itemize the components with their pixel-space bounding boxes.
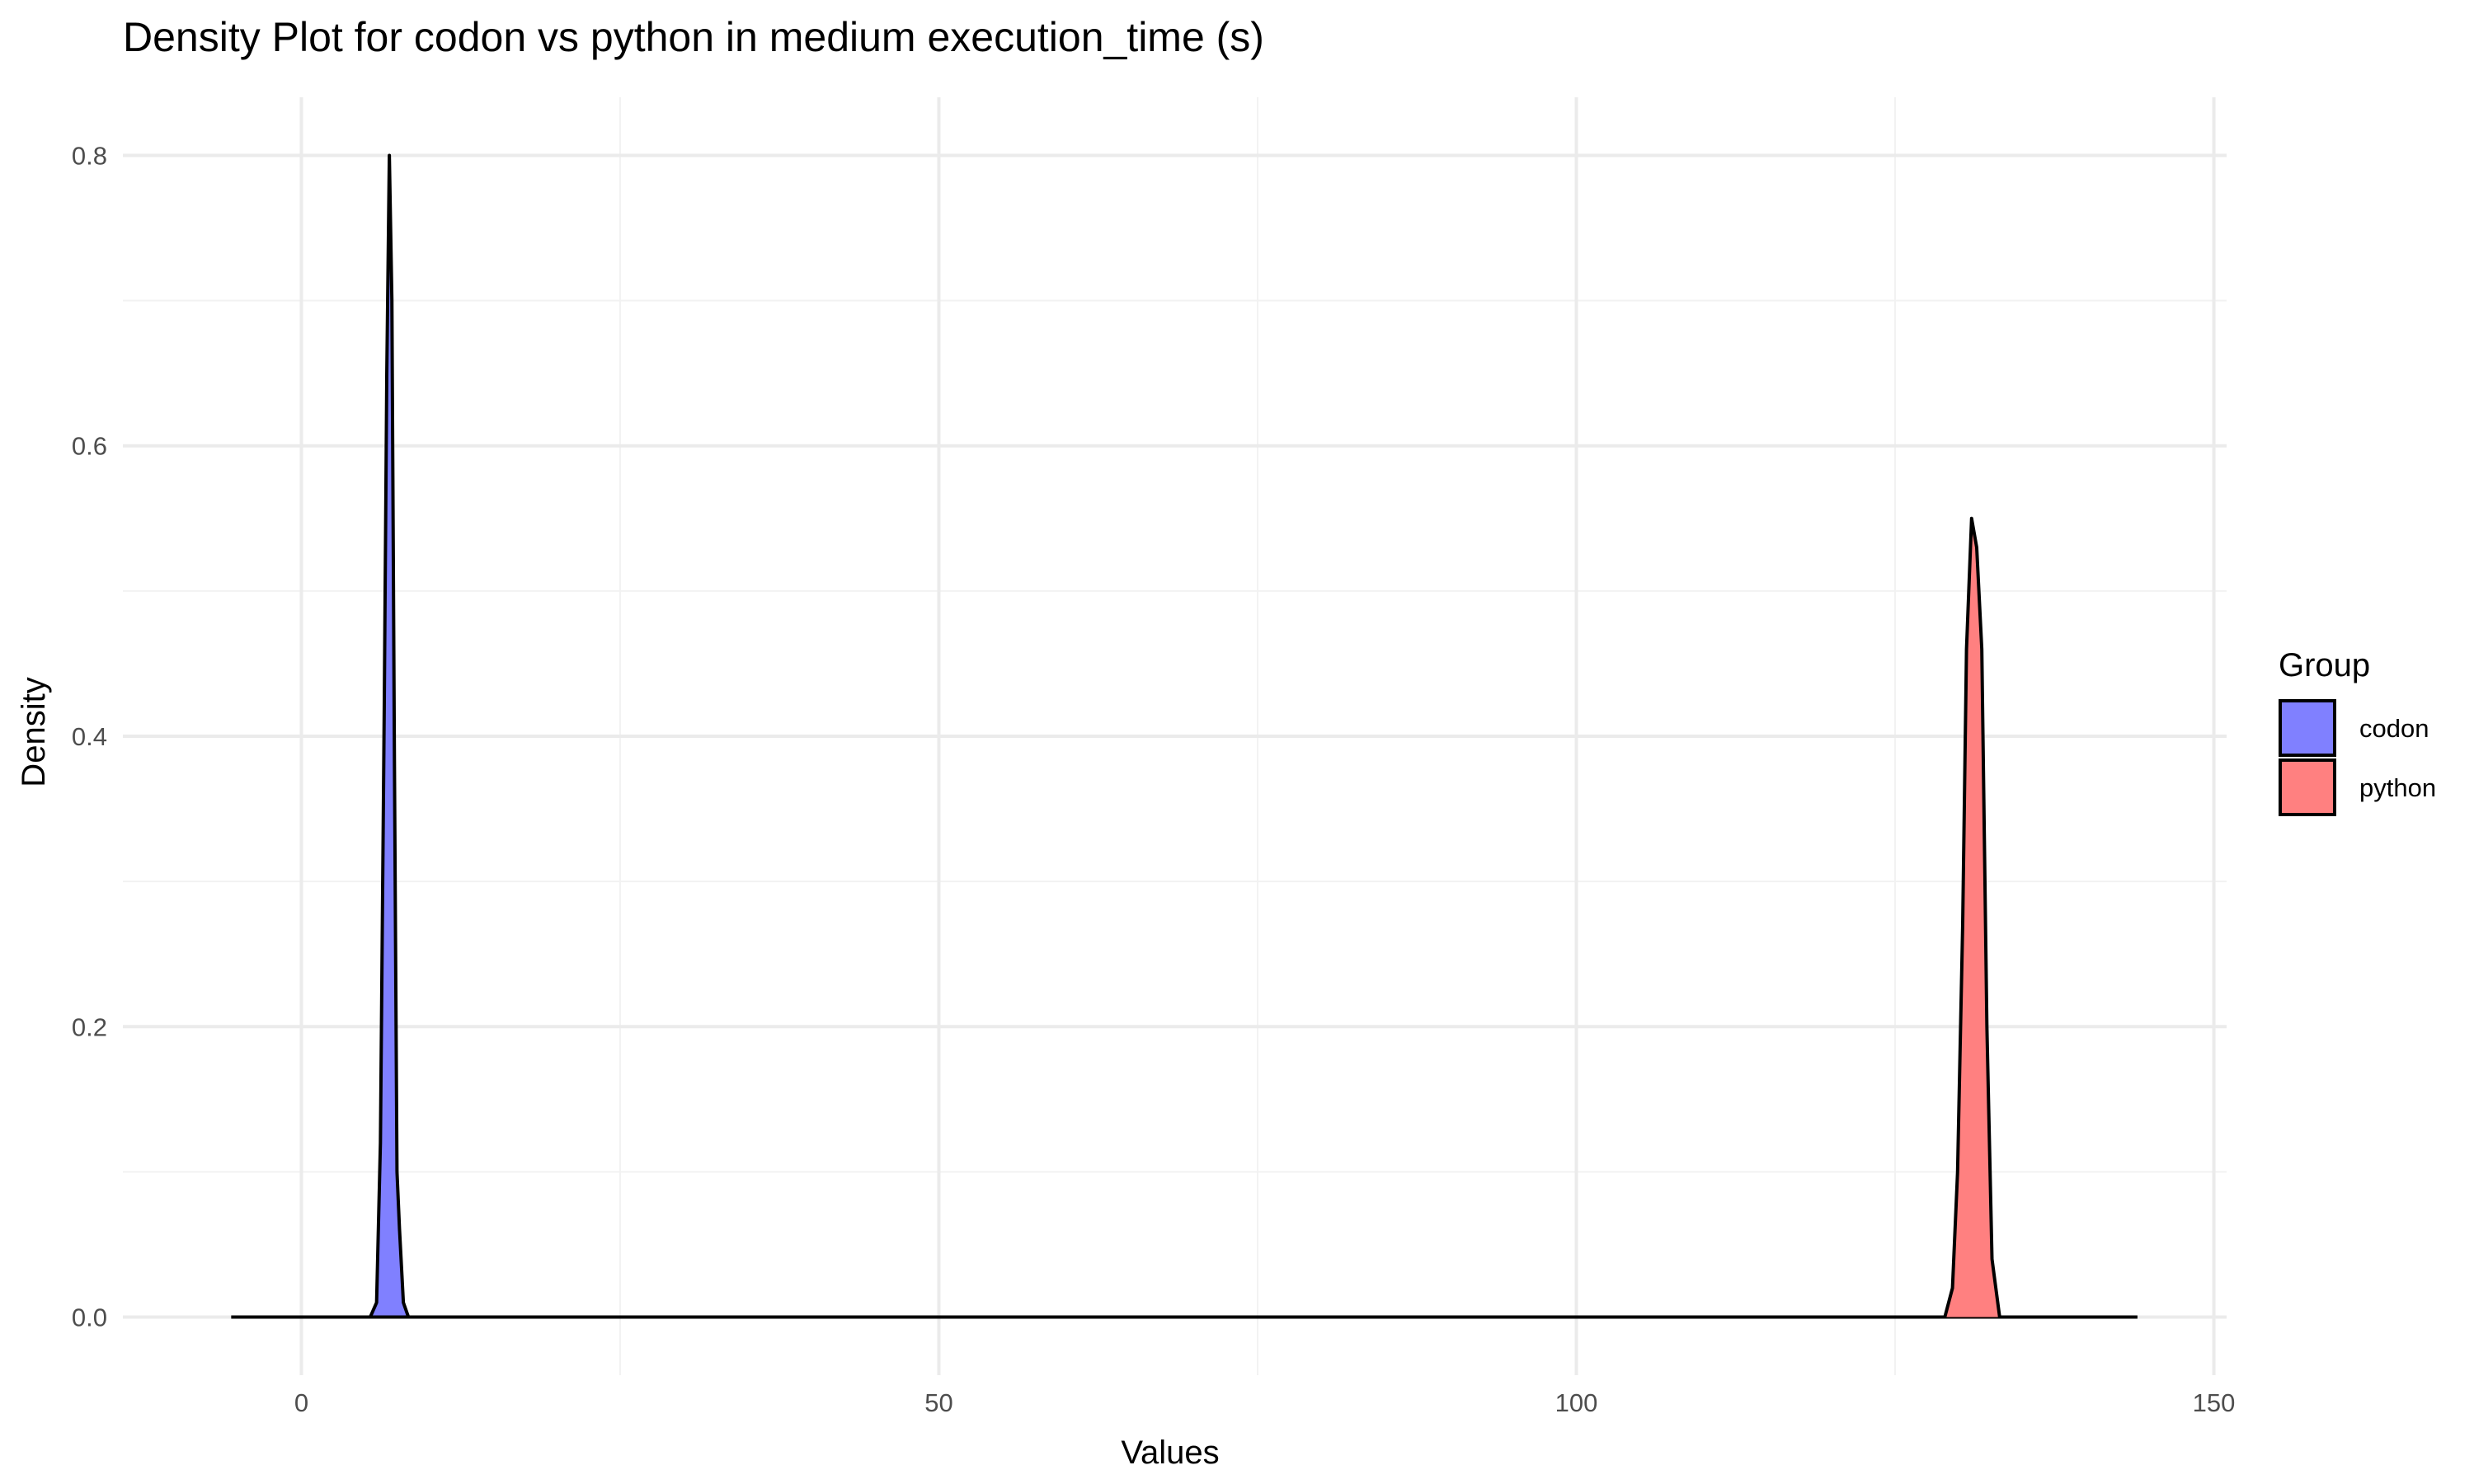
density-area-python xyxy=(231,518,2138,1317)
series-layer xyxy=(231,153,2138,1319)
density-line-codon xyxy=(231,153,2138,1319)
legend-label-codon: codon xyxy=(2359,714,2429,743)
grid-layer xyxy=(123,97,2227,1375)
x-axis-label: Values xyxy=(1121,1435,1219,1471)
x-tick-label: 50 xyxy=(924,1388,952,1417)
chart-title: Density Plot for codon vs python in medi… xyxy=(123,14,1264,60)
y-tick-label: 0.0 xyxy=(72,1303,107,1332)
legend-label-python: python xyxy=(2359,773,2436,802)
y-tick-label: 0.2 xyxy=(72,1012,107,1041)
y-axis-label: Density xyxy=(16,677,52,787)
legend-title: Group xyxy=(2279,647,2370,683)
density-line-python xyxy=(231,516,2138,1319)
x-tick-label: 0 xyxy=(294,1388,308,1417)
legend-swatch-python xyxy=(2279,758,2336,816)
x-tick-label: 100 xyxy=(1555,1388,1598,1417)
legend-item-codon: codon xyxy=(2279,699,2429,757)
y-tick-label: 0.4 xyxy=(72,722,107,751)
legend-item-python: python xyxy=(2279,758,2436,816)
y-tick-label: 0.6 xyxy=(72,432,107,461)
legend-swatch-codon xyxy=(2279,699,2336,757)
tick-layer: 0 50 100 150 0.0 0.2 0.4 0.6 0.8 xyxy=(72,141,2236,1417)
legend-items: codon python xyxy=(2279,699,2436,816)
y-tick-label: 0.8 xyxy=(72,141,107,170)
legend: Group codon python xyxy=(2279,647,2436,816)
x-tick-label: 150 xyxy=(2193,1388,2236,1417)
